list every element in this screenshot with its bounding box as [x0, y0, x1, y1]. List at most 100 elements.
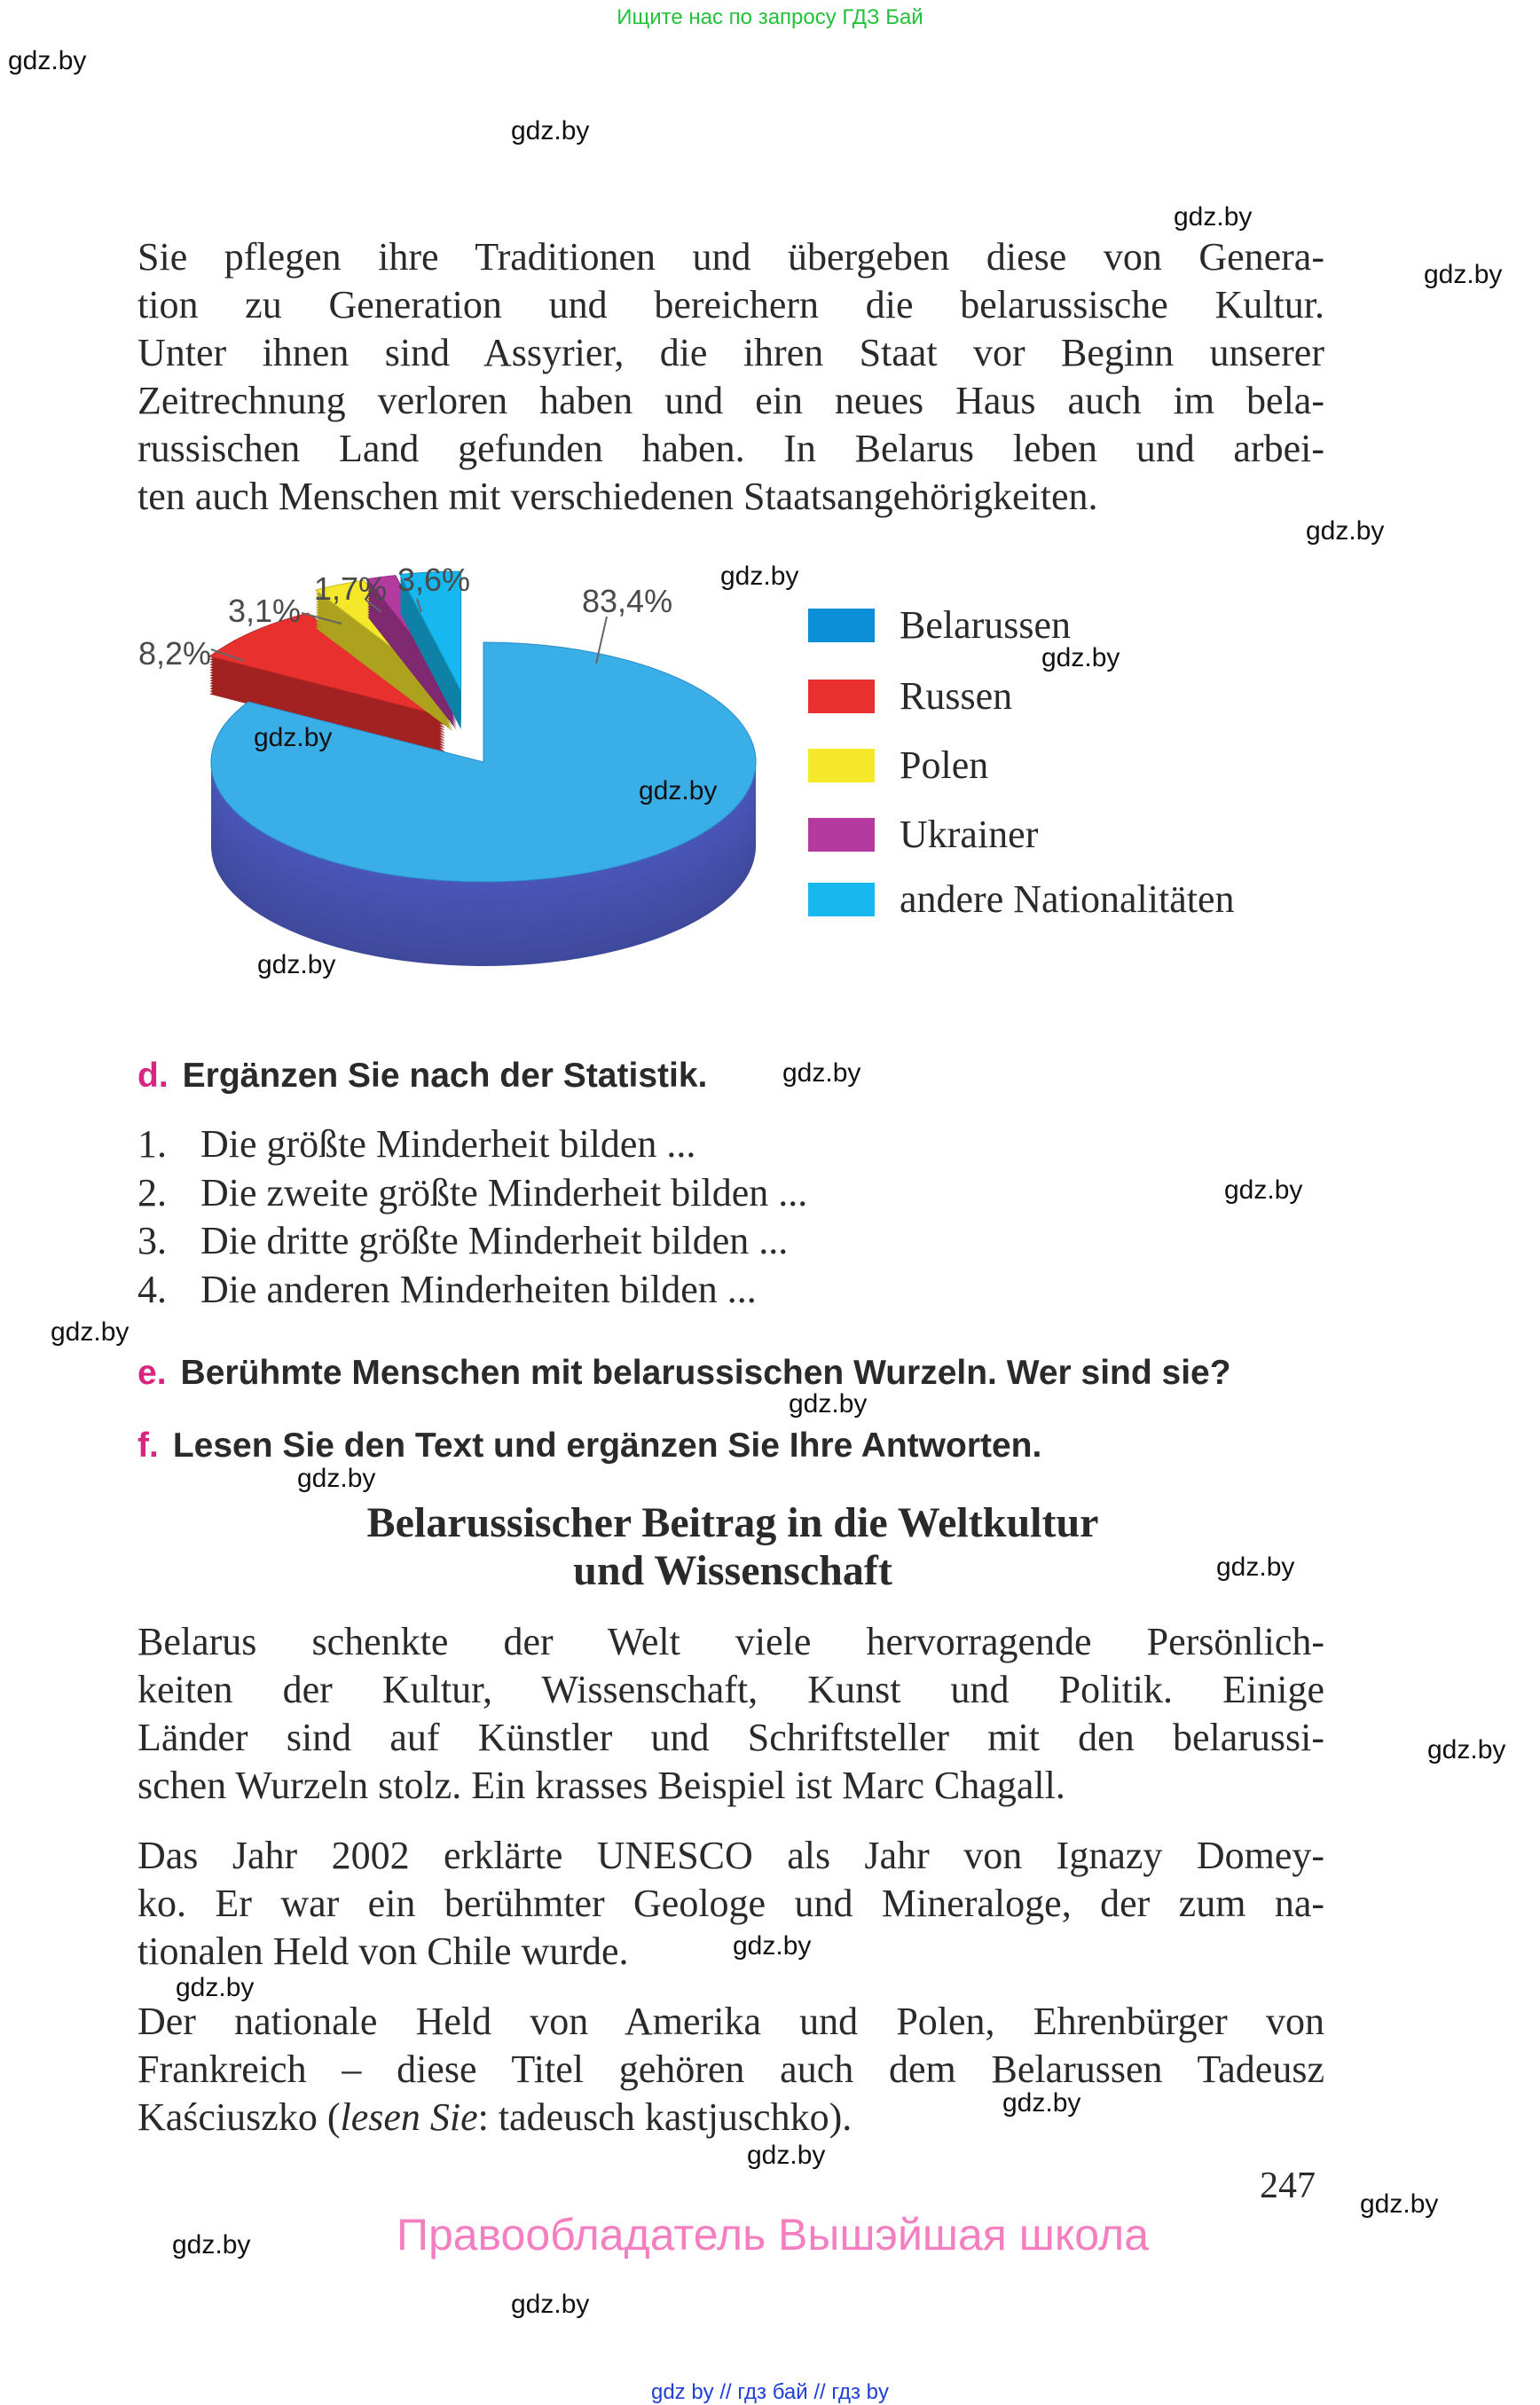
text-line: schen Wurzeln stolz. Ein krasses Beispie…: [138, 1764, 1065, 1807]
top-search-note: Ищите нас по запросу ГДЗ Бай: [617, 5, 923, 29]
data-label-polen: 3,1%: [228, 593, 301, 629]
leader-line: [301, 612, 342, 625]
watermark: gdz.by: [1427, 1735, 1506, 1764]
task-d: d. Ergänzen Sie nach der Statistik.: [138, 1058, 707, 1093]
text-line: ko. Er war ein berühmter Geologe und Min…: [138, 1882, 1324, 1925]
list-item: 2. Die zweite größte Minderheit bilden ..…: [138, 1169, 807, 1218]
leader-line: [595, 616, 608, 664]
list-number: 2.: [138, 1170, 167, 1214]
text-line: Frankreich – diese Titel gehören auch de…: [138, 2047, 1324, 2091]
pie-slice-side: [367, 610, 457, 727]
data-label-ukrainer: 1,7%: [314, 570, 387, 607]
pie-slice-side: [367, 597, 457, 714]
text-line: Kaściuszko (lesen Sie: tadeusch kastjusc…: [138, 2094, 1324, 2142]
footer-links[interactable]: gdz by // гдз бай // гдз by: [650, 2380, 890, 2404]
watermark: gdz.by: [1216, 1552, 1295, 1582]
task-text: Ergänzen Sie nach der Statistik.: [182, 1057, 708, 1095]
watermark: gdz.by: [782, 1058, 861, 1088]
text-line: russischen Land gefunden haben. In Belar…: [138, 427, 1324, 470]
article-title-line: Belarussischer Beitrag in die Weltkultur: [366, 1499, 1099, 1546]
pie-slice-andere-nationalitäten: [398, 570, 462, 692]
data-label-russen: 8,2%: [138, 635, 211, 672]
watermark: gdz.by: [789, 1389, 868, 1419]
text-line: Unter ihnen sind Assyrier, die ihren Sta…: [138, 331, 1324, 374]
task-letter: e.: [138, 1354, 167, 1392]
legend-swatch: [808, 818, 875, 852]
watermark: gdz.by: [172, 2230, 251, 2260]
legend-swatch: [808, 680, 875, 713]
text-line: Länder sind auf Künstler und Schriftstel…: [138, 1716, 1324, 1759]
watermark: gdz.by: [1041, 643, 1120, 672]
list-text: Die anderen Minderheiten bilden ...: [200, 1267, 757, 1311]
text-line: ten auch Menschen mit verschiedenen Staa…: [138, 475, 1098, 518]
text-line: Belarus schenkte der Welt viele hervorra…: [138, 1620, 1324, 1663]
watermark: gdz.by: [1424, 260, 1503, 289]
page-number: 247: [1260, 2165, 1316, 2206]
italic-text: lesen Sie: [340, 2095, 478, 2139]
pie-slice-side: [367, 600, 457, 717]
pie-slice-side: [367, 605, 457, 722]
list-number: 3.: [138, 1219, 167, 1262]
list-item: 3. Die dritte größte Minderheit bilden ..…: [138, 1217, 807, 1266]
text-line: Das Jahr 2002 erklärte UNESCO als Jahr v…: [138, 1834, 1324, 1877]
pie-slice-side: [367, 594, 457, 711]
completion-list: 1. Die größte Minderheit bilden ... 2. Die…: [138, 1120, 807, 1314]
text-line: tionalen Held von Chile wurde.: [138, 1930, 629, 1973]
text-span: : tadeusch kastjuschko).: [477, 2095, 852, 2139]
text-line: Sie pflegen ihre Traditionen und übergeb…: [138, 235, 1324, 279]
watermark: gdz.by: [8, 46, 87, 75]
legend-swatch: [808, 609, 875, 642]
legend-label: Ukrainer: [900, 813, 1039, 856]
watermark: gdz.by: [1174, 202, 1253, 232]
leader-line: [416, 598, 422, 613]
paragraph-4: Der nationale Held von Amerika und Polen…: [138, 1998, 1324, 2142]
text-line: Zeitrechnung verloren haben und ein neue…: [138, 379, 1324, 422]
watermark: gdz.by: [257, 950, 336, 979]
text-span: Kaściuszko (: [138, 2095, 341, 2139]
list-item: 1. Die größte Minderheit bilden ...: [138, 1120, 807, 1169]
watermark: gdz.by: [733, 1931, 812, 1961]
paragraph-3: Das Jahr 2002 erklärte UNESCO als Jahr v…: [138, 1832, 1324, 1976]
list-text: Die zweite größte Minderheit bilden ...: [200, 1170, 808, 1214]
legend-swatch: [808, 749, 875, 782]
article-title-line: und Wissenschaft: [573, 1547, 892, 1594]
paragraph-2: Belarus schenkte der Welt viele hervorra…: [138, 1618, 1324, 1810]
watermark: gdz.by: [1306, 516, 1385, 546]
data-label-andere: 3,6%: [397, 562, 470, 598]
leader-line: [210, 648, 245, 662]
pie-slice-side: [367, 608, 457, 725]
watermark: gdz.by: [639, 776, 718, 806]
pie-slice-side: [367, 602, 457, 719]
leader-line: [365, 599, 382, 613]
list-item: 4. Die anderen Minderheiten bilden ...: [138, 1266, 807, 1315]
pie-slice-russen: [208, 612, 446, 718]
legend-swatch: [808, 883, 875, 916]
list-text: Die größte Minderheit bilden ...: [200, 1122, 696, 1166]
task-letter: d.: [138, 1057, 169, 1095]
pie-slice-side: [367, 613, 457, 730]
list-text: Die dritte größte Minderheit bilden ...: [200, 1219, 789, 1262]
list-number: 1.: [138, 1122, 167, 1166]
watermark: gdz.by: [51, 1317, 130, 1347]
watermark: gdz.by: [511, 2290, 590, 2319]
task-e: e. Berühmte Menschen mit belarussischen W…: [138, 1356, 1231, 1390]
text-line: Der nationale Held von Amerika und Polen…: [138, 2000, 1324, 2043]
text-line: tion zu Generation und bereichern die be…: [138, 283, 1324, 326]
article-title: Belarussischer Beitrag in die Weltkultur…: [0, 1499, 1465, 1595]
legend-label: Polen: [900, 743, 989, 787]
pie-chart: 83,4% 8,2% 3,1% 1,7% 3,6%: [138, 562, 757, 967]
watermark: gdz.by: [1224, 1175, 1303, 1205]
watermark: gdz.by: [720, 562, 799, 591]
paragraph-1: Sie pflegen ihre Traditionen und übergeb…: [138, 233, 1324, 521]
watermark: gdz.by: [176, 1973, 255, 2002]
list-number: 4.: [138, 1267, 167, 1311]
text-line: keiten der Kultur, Wissenschaft, Kunst u…: [138, 1668, 1324, 1711]
task-text: Lesen Sie den Text und ergänzen Sie Ihre…: [172, 1426, 1042, 1465]
pie-slice-belarussen: [210, 641, 757, 883]
legend-label: Belarussen: [900, 603, 1072, 647]
watermark: gdz.by: [1002, 2088, 1081, 2118]
task-f: f. Lesen Sie den Text und ergänzen Sie Ih…: [138, 1428, 1041, 1463]
task-text: Berühmte Menschen mit belarussischen Wur…: [180, 1354, 1231, 1392]
copyright-holder: Правообладатель Вышэйшая школа: [397, 2210, 1149, 2260]
watermark: gdz.by: [511, 116, 590, 145]
